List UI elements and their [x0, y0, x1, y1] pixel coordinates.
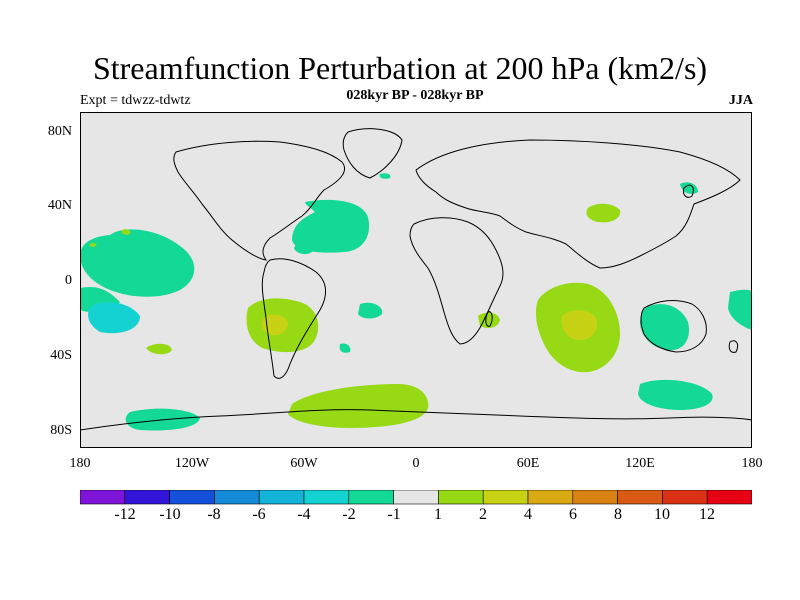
- japan-coast: [683, 184, 694, 198]
- colorbar-cell: [438, 490, 484, 505]
- colorbar-label: 2: [479, 506, 487, 523]
- africa-coast: [409, 217, 504, 345]
- colorbar-cell: [80, 490, 126, 505]
- colorbar-cell: [706, 490, 752, 505]
- colorbar-label: 10: [654, 506, 670, 523]
- madagascar-blob: [478, 312, 500, 328]
- madagascar-coast: [485, 311, 493, 327]
- colorbar-cell: [482, 490, 529, 505]
- south-america-core: [261, 314, 288, 336]
- weddell-sea-blob: [288, 384, 429, 428]
- caribbean-blob: [294, 240, 313, 255]
- new-zealand-coast: [728, 340, 739, 353]
- colorbar-label: -8: [207, 506, 221, 523]
- map-panel: [80, 112, 752, 448]
- antarctica-coast: [80, 409, 752, 431]
- southern-ocean-australia-blob: [638, 379, 713, 410]
- lat-label-40s: 40S: [50, 348, 72, 363]
- colorbar-label: -1: [387, 506, 401, 523]
- colorbar-cell: [214, 490, 260, 505]
- tasman-edge-blob: [728, 289, 752, 330]
- lat-label-80n: 80N: [47, 124, 72, 139]
- colorbar-label: -10: [159, 506, 181, 523]
- north-pacific-east-blob: [80, 229, 195, 297]
- colorbar-label: -6: [252, 506, 266, 523]
- colorbar-label: -2: [342, 506, 356, 523]
- colorbar-cell: [348, 490, 394, 505]
- colorbar-cell: [527, 490, 574, 505]
- map-title: Streamfunction Perturbation at 200 hPa (…: [92, 50, 708, 86]
- experiment-label: Expt = tdwzz-tdwtz: [80, 93, 191, 108]
- colorbar-label: 4: [524, 506, 532, 523]
- lon-label-180e: 180: [741, 456, 763, 471]
- colorbar: [80, 490, 752, 505]
- lat-label-40n: 40N: [47, 198, 72, 213]
- colorbar-cell: [393, 490, 439, 505]
- arctic-small-blob: [379, 173, 391, 179]
- colorbar-label: 12: [699, 506, 715, 523]
- colorbar-label: 6: [569, 506, 577, 523]
- australia-coast: [640, 300, 707, 353]
- central-asia-blob: [586, 203, 621, 223]
- lon-label-60e: 60E: [516, 456, 540, 471]
- colorbar-cells: [80, 490, 752, 505]
- lat-label-80s: 80S: [50, 423, 72, 438]
- argentina-small-blob: [339, 343, 351, 353]
- positive-anomaly-fills: [89, 203, 621, 428]
- lon-label-60w: 60W: [290, 456, 318, 471]
- greenland-coast: [342, 128, 403, 179]
- colorbar-cell: [124, 490, 170, 505]
- south-atlantic-small-blob: [358, 302, 383, 319]
- pacific-small-blob-north: [121, 229, 131, 235]
- colorbar-cell: [169, 490, 215, 505]
- pacific-tiny-blob: [89, 243, 97, 247]
- season-label: JJA: [728, 93, 753, 108]
- map-subtitle: 028kyr BP - 028kyr BP: [346, 88, 484, 103]
- colorbar-label: -4: [297, 506, 311, 523]
- north-america-coast: [173, 140, 346, 261]
- lon-label-120w: 120W: [174, 456, 210, 471]
- colorbar-label: -12: [114, 506, 136, 523]
- negative-anomaly-fills: [80, 173, 752, 431]
- south-america-coast: [261, 258, 326, 379]
- indian-ocean-core: [561, 310, 598, 340]
- colorbar-label: 8: [614, 506, 622, 523]
- colorbar-cell: [258, 490, 305, 505]
- colorbar-label: 1: [434, 506, 442, 523]
- south-pacific-core: [88, 302, 140, 334]
- lon-label-180w: 180: [69, 456, 91, 471]
- coastlines: [80, 128, 752, 431]
- eurasia-coast: [415, 139, 741, 269]
- lon-label-120e: 120E: [625, 456, 655, 471]
- colorbar-cell: [303, 490, 350, 505]
- colorbar-cell: [662, 490, 708, 505]
- north-atlantic-blob: [292, 199, 370, 253]
- map-frame: [80, 112, 752, 448]
- colorbar-cell: [572, 490, 618, 505]
- australia-blob: [640, 304, 690, 351]
- lat-label-0: 0: [65, 273, 72, 288]
- colorbar-cell: [617, 490, 663, 505]
- pacific-small-blob-south: [146, 343, 172, 355]
- lon-label-0: 0: [412, 456, 420, 471]
